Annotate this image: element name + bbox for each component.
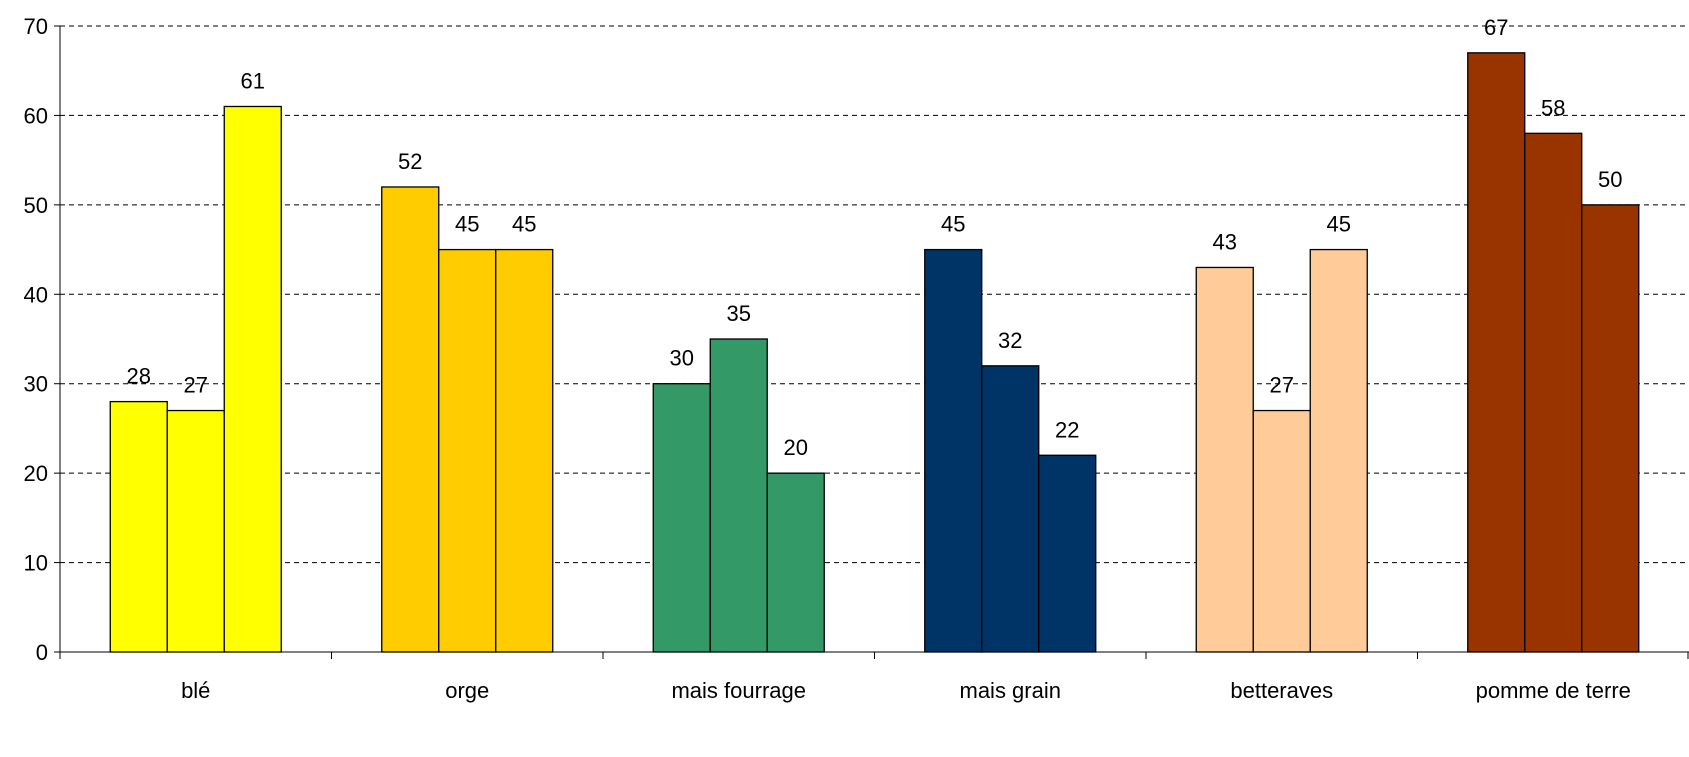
data-label: 27: [184, 373, 208, 398]
data-label: 45: [1327, 212, 1351, 237]
bar: [709, 338, 768, 653]
data-label: 43: [1213, 229, 1237, 254]
category-label: pomme de terre: [1476, 678, 1631, 703]
bar: [109, 400, 168, 653]
data-label: 32: [998, 328, 1022, 353]
bar: [1038, 454, 1097, 653]
data-label: 61: [241, 68, 265, 93]
data-label: 45: [941, 212, 965, 237]
category-label: mais fourrage: [671, 678, 806, 703]
y-tick-label: 70: [24, 14, 48, 39]
y-tick-label: 0: [36, 640, 48, 665]
bar: [438, 248, 497, 653]
y-tick-label: 50: [24, 193, 48, 218]
bar: [223, 105, 282, 653]
data-label: 30: [670, 346, 694, 371]
bar: [381, 186, 440, 653]
data-label: 28: [127, 364, 151, 389]
labels: 0 10 20 30 40 50 60 70 28 27 61 blé 52 45 45 orge 30 35 20…: [24, 14, 1631, 703]
data-label: 45: [512, 212, 536, 237]
data-label: 20: [784, 435, 808, 460]
bar: [766, 472, 825, 653]
bar: [495, 248, 554, 653]
gridlines: [60, 25, 1689, 564]
bar: [1195, 266, 1254, 653]
data-label: 50: [1598, 167, 1622, 192]
y-tick-label: 60: [24, 103, 48, 128]
bar: [1252, 409, 1311, 653]
bar: [924, 248, 983, 653]
data-label: 27: [1270, 373, 1294, 398]
data-label: 45: [455, 212, 479, 237]
category-label: orge: [445, 678, 489, 703]
bar: [1581, 204, 1640, 653]
data-label: 58: [1541, 95, 1565, 120]
data-label: 67: [1484, 15, 1508, 40]
category-label: betteraves: [1230, 678, 1333, 703]
data-label: 22: [1055, 417, 1079, 442]
y-tick-label: 40: [24, 282, 48, 307]
bar: [1524, 132, 1583, 653]
bar: [652, 383, 711, 653]
y-tick-label: 10: [24, 551, 48, 576]
bar: [166, 409, 225, 653]
data-label: 52: [398, 149, 422, 174]
bar: [1467, 52, 1526, 653]
category-label: mais grain: [960, 678, 1061, 703]
y-tick-label: 30: [24, 372, 48, 397]
axes: [54, 25, 1689, 659]
bar: [1309, 248, 1368, 653]
bars: [109, 52, 1640, 653]
y-tick-label: 20: [24, 461, 48, 486]
data-label: 35: [727, 301, 751, 326]
bar: [981, 365, 1040, 653]
category-label: blé: [181, 678, 210, 703]
